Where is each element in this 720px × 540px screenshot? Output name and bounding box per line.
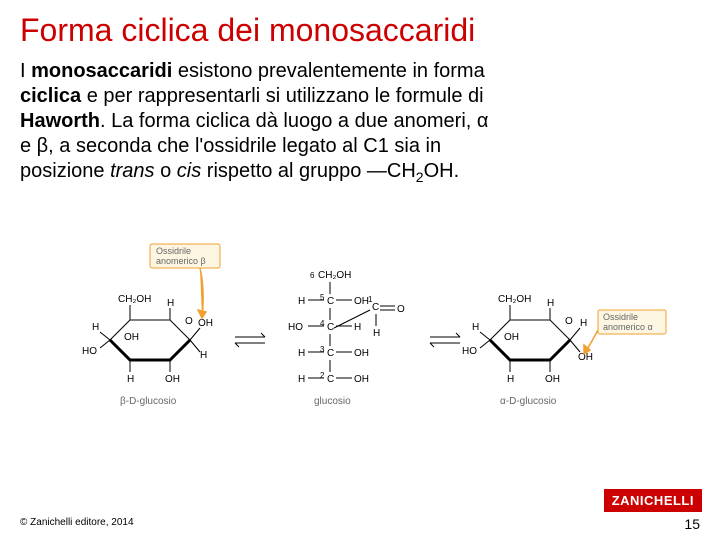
h-label: H: [167, 298, 174, 309]
oh-label: OH: [504, 332, 519, 343]
c-label: C: [372, 302, 379, 313]
text: e per rappresentarli si utilizzano le fo…: [81, 85, 483, 107]
n3: 3: [320, 345, 325, 354]
ho-label: HO: [82, 346, 97, 357]
h-label: H: [92, 322, 99, 333]
text: OH.: [424, 160, 460, 182]
n4: 4: [320, 319, 325, 328]
text-bold: ciclica: [20, 85, 81, 107]
text: I: [20, 60, 31, 82]
beta-glucose-ring: O CH₂OH OH H OH H H OH HO H β-D-glucosio: [82, 294, 213, 407]
h-label: H: [547, 298, 554, 309]
oh-label: OH: [165, 374, 180, 385]
c-label: C: [327, 374, 334, 385]
text: o: [155, 160, 177, 182]
h-label: H: [298, 296, 305, 307]
text: esistono prevalentemente in forma: [172, 60, 484, 82]
h-label: H: [354, 322, 361, 333]
body-paragraph: I monosaccaridi esistono prevalentemente…: [0, 59, 720, 187]
ring-oxygen: O: [565, 316, 573, 327]
text-bold: Haworth: [20, 110, 100, 132]
c-label: C: [327, 322, 334, 333]
beta-oh: OH: [198, 318, 213, 329]
n5: 5: [320, 293, 325, 302]
alpha-name: α-D-glucosio: [500, 396, 557, 407]
n2: 2: [320, 371, 325, 380]
alpha-glucose-ring: O CH₂OH H OH OH H H OH HO H α-D-glucosio: [462, 294, 593, 407]
text-italic: cis: [177, 160, 201, 182]
h-label: H: [507, 374, 514, 385]
ch2oh-label: CH₂OH: [118, 294, 151, 305]
text: rispetto al gruppo —CH: [201, 160, 416, 182]
ch2oh-label: CH₂OH: [318, 270, 351, 281]
n1: 1: [368, 295, 373, 304]
n6: 6: [310, 271, 315, 280]
page-number: 15: [684, 516, 700, 532]
c-label: C: [327, 348, 334, 359]
text-bold: monosaccaridi: [31, 60, 172, 82]
text: e β, a seconda che l'ossidrile legato al…: [20, 135, 441, 157]
equilibrium-arrow-right: [430, 333, 460, 347]
ho-label: HO: [462, 346, 477, 357]
oh-label: OH: [545, 374, 560, 385]
h-label: H: [472, 322, 479, 333]
text-italic: trans: [110, 160, 154, 182]
chemistry-diagram: O CH₂OH OH H OH H H OH HO H β-D-glucosio: [0, 235, 720, 455]
molecule-svg: O CH₂OH OH H OH H H OH HO H β-D-glucosio: [50, 240, 670, 450]
h-label: H: [298, 348, 305, 359]
callout-beta: Ossidrile anomerico β: [150, 244, 220, 318]
copyright-footer: © Zanichelli editore, 2014: [20, 517, 134, 528]
ho-label: HO: [288, 322, 303, 333]
brand-badge: ZANICHELLI: [604, 489, 702, 512]
equilibrium-arrow-left: [235, 333, 265, 347]
callout-alpha-text1: Ossidrile: [603, 312, 638, 322]
oh-label: OH: [354, 296, 369, 307]
text: . La forma ciclica dà luogo a due anomer…: [100, 110, 488, 132]
c-label: C: [327, 296, 334, 307]
glucose-name: glucosio: [314, 396, 351, 407]
slide-title: Forma ciclica dei monosaccaridi: [0, 0, 720, 59]
callout-alpha-text2: anomerico α: [603, 322, 653, 332]
h-label: H: [580, 318, 587, 329]
ring-oxygen: O: [185, 316, 193, 327]
ch2oh-label: CH₂OH: [498, 294, 531, 305]
glucose-chain: CH₂OH 6 C 5 H OH C 4 HO H C 3 H OH: [288, 270, 405, 407]
oh-label: OH: [354, 374, 369, 385]
h-label: H: [373, 328, 380, 339]
o-label: O: [397, 304, 405, 315]
oh-label: OH: [354, 348, 369, 359]
beta-name: β-D-glucosio: [120, 396, 177, 407]
callout-beta-text2: anomerico β: [156, 256, 206, 266]
text-sub: 2: [416, 169, 424, 185]
callout-beta-text1: Ossidrile: [156, 246, 191, 256]
oh-label: OH: [124, 332, 139, 343]
h-label: H: [200, 350, 207, 361]
h-label: H: [127, 374, 134, 385]
h-label: H: [298, 374, 305, 385]
callout-alpha: Ossidrile anomerico α: [584, 310, 666, 354]
text: posizione: [20, 160, 110, 182]
